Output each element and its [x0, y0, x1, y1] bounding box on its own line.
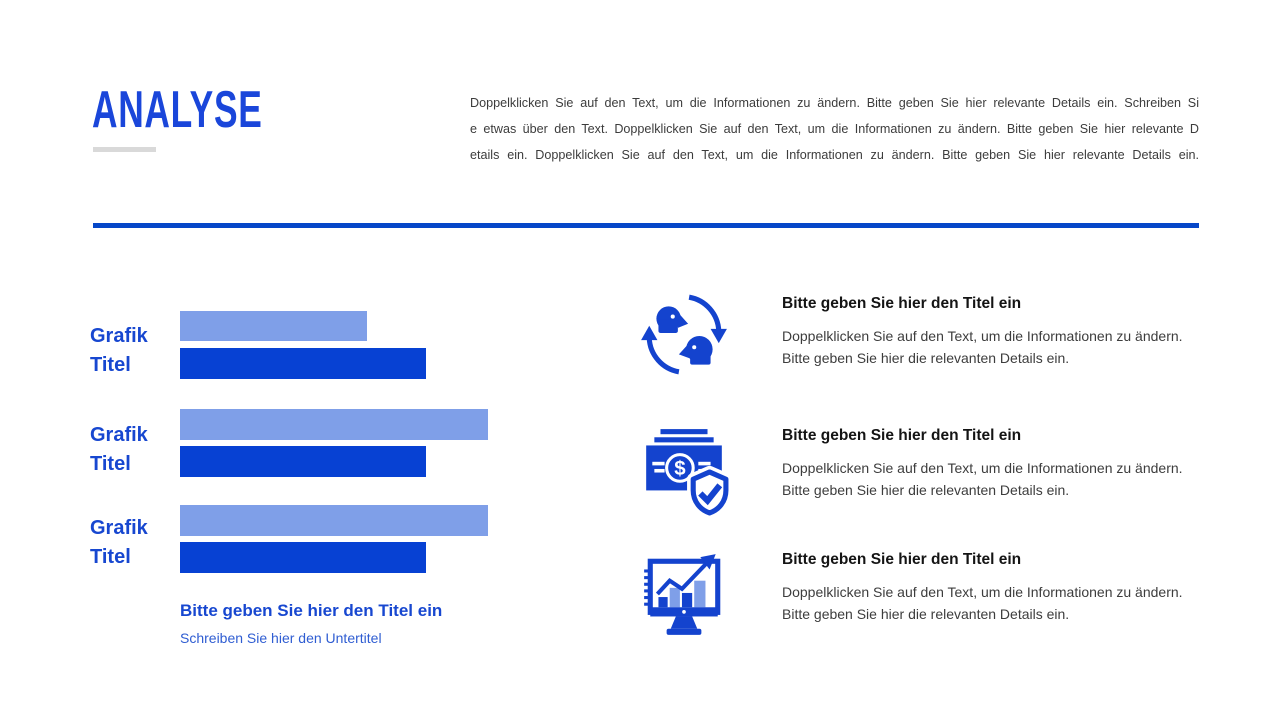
- money-shield-icon: $: [638, 421, 730, 517]
- chart-category-label: Grafik Titel: [90, 517, 148, 568]
- feature-title[interactable]: Bitte geben Sie hier den Titel ein: [782, 551, 1022, 568]
- feature-item: Bitte geben Sie hier den Titel ein Doppe…: [638, 289, 1200, 381]
- intro-line: Doppelklicken Sie auf den Text, um die I…: [470, 96, 1199, 110]
- bar-dark-group3: [180, 542, 426, 573]
- people-exchange-icon: [638, 289, 730, 381]
- intro-line: etails ein. Doppelklicken Sie auf den Te…: [470, 148, 1199, 162]
- svg-text:$: $: [674, 457, 686, 480]
- chart-category-label: Grafik Titel: [90, 424, 148, 475]
- analytics-monitor-icon: [638, 545, 730, 637]
- feature-title[interactable]: Bitte geben Sie hier den Titel ein: [782, 295, 1022, 312]
- section-divider: [93, 223, 1199, 228]
- feature-item: $ Bitte geben Sie hier den Titel ein Dop…: [638, 421, 1200, 517]
- bar-dark-group2: [180, 446, 426, 477]
- title-underline-decoration: [93, 147, 156, 152]
- bar-dark-group1: [180, 348, 426, 379]
- intro-line: e etwas über den Text. Doppelklicken Sie…: [470, 122, 1199, 136]
- feature-body[interactable]: Doppelklicken Sie auf den Text, um die I…: [782, 584, 1183, 622]
- bar-light-group3: [180, 505, 488, 536]
- feature-body[interactable]: Doppelklicken Sie auf den Text, um die I…: [782, 328, 1183, 366]
- chart-subtitle[interactable]: Schreiben Sie hier den Untertitel: [180, 630, 382, 646]
- feature-body[interactable]: Doppelklicken Sie auf den Text, um die I…: [782, 460, 1183, 498]
- chart-category-label: Grafik Titel: [90, 325, 148, 376]
- bar-light-group1: [180, 311, 367, 341]
- feature-item: Bitte geben Sie hier den Titel ein Doppe…: [638, 545, 1200, 637]
- intro-paragraph[interactable]: Doppelklicken Sie auf den Text, um die I…: [470, 90, 1199, 168]
- chart-title[interactable]: Bitte geben Sie hier den Titel ein: [180, 601, 443, 620]
- bar-light-group2: [180, 409, 488, 440]
- feature-title[interactable]: Bitte geben Sie hier den Titel ein: [782, 427, 1022, 444]
- page-title[interactable]: ANALYSE: [92, 81, 263, 139]
